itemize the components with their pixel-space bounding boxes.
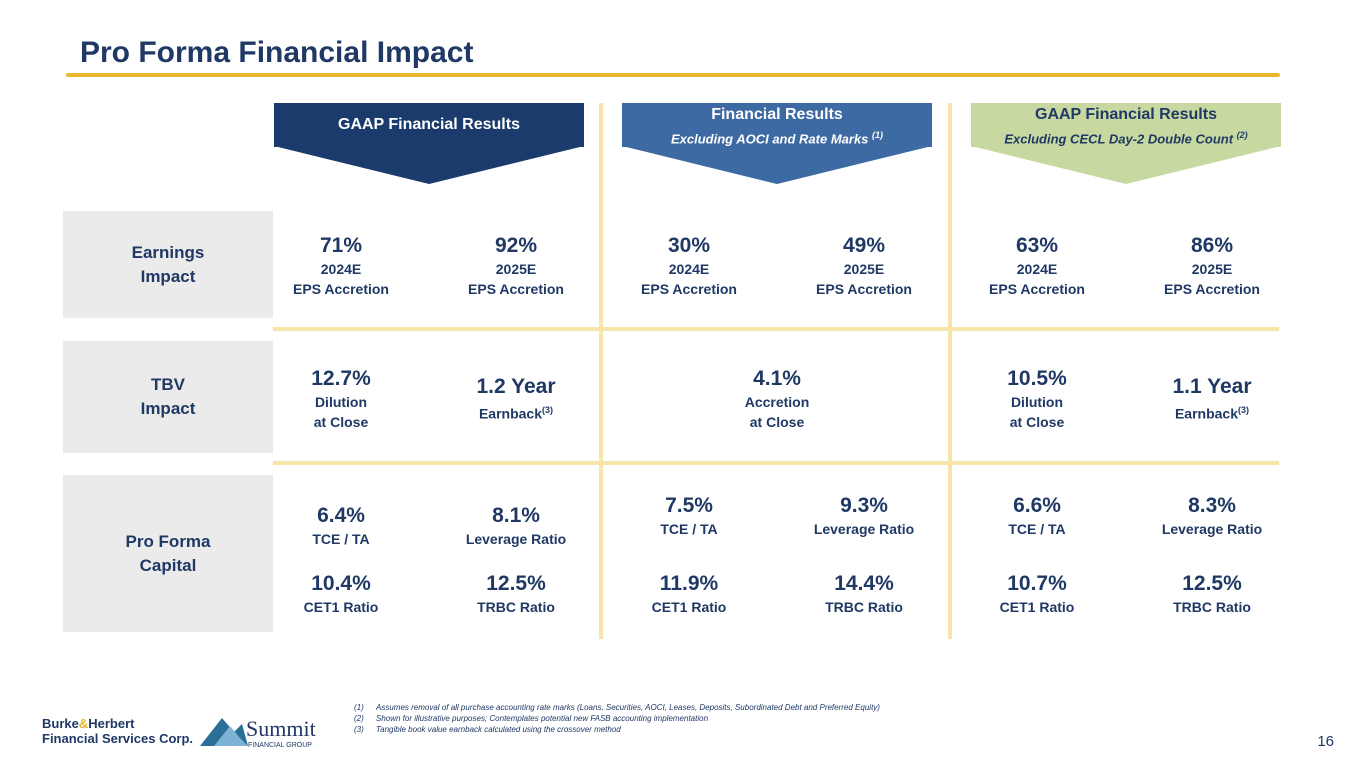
banner-ex-aoci-arrow	[622, 146, 932, 184]
footnote-ref: (3)	[542, 405, 554, 415]
column-divider	[948, 103, 952, 639]
banner-gaap-label: GAAP Financial Results	[338, 116, 520, 133]
capital-metric: 9.3% Leverage Ratio	[813, 494, 915, 537]
tbv-metric: 1.1 Year Earnback(3)	[1172, 375, 1252, 422]
earnings-metric: 49% 2025E EPS Accretion	[816, 234, 912, 297]
earnings-metric: 71% 2024E EPS Accretion	[293, 234, 389, 297]
row-label-tbv: TBV Impact	[63, 341, 273, 453]
footnote: (1) Assumes removal of all purchase accou…	[354, 703, 880, 712]
capital-metric: 10.4% CET1 Ratio	[303, 572, 379, 615]
footnote-ref: (2)	[1236, 130, 1248, 140]
footnote: (3) Tangible book value earnback calculat…	[354, 725, 621, 734]
svg-text:Summit: Summit	[246, 716, 316, 741]
capital-metric: 14.4% TRBC Ratio	[825, 572, 903, 615]
tbv-metric: 12.7% Dilution at Close	[311, 367, 371, 430]
tbv-metric: 10.5% Dilution at Close	[1007, 367, 1067, 430]
capital-metric: 12.5% TRBC Ratio	[477, 572, 555, 615]
footnotes: (1) Assumes removal of all purchase accou…	[354, 702, 880, 735]
title-underline	[66, 73, 1280, 77]
capital-metric: 8.3% Leverage Ratio	[1161, 494, 1263, 537]
banner-ex-aoci: Financial Results Excluding AOCI and Rat…	[622, 103, 932, 147]
capital-metric: 7.5% TCE / TA	[660, 494, 718, 537]
footnote: (2) Shown for illustrative purposes; Cont…	[354, 714, 709, 723]
capital-metric: 11.9% CET1 Ratio	[651, 572, 727, 615]
banner-gaap: GAAP Financial Results	[274, 103, 584, 147]
earnings-metric: 92% 2025E EPS Accretion	[468, 234, 564, 297]
footnote-ref: (3)	[1238, 405, 1250, 415]
row-label-earnings: Earnings Impact	[63, 211, 273, 318]
capital-metric: 8.1% Leverage Ratio	[465, 504, 567, 547]
banner-gaap-arrow	[274, 146, 584, 184]
banner-ex-cecl: GAAP Financial Results Excluding CECL Da…	[971, 103, 1281, 147]
row-divider	[273, 327, 1279, 331]
earnings-metric: 86% 2025E EPS Accretion	[1164, 234, 1260, 297]
burke-herbert-logo: Burke&Herbert Financial Services Corp.	[42, 716, 194, 746]
banner-ex-aoci-label: Financial Results	[711, 106, 843, 123]
capital-metric: 6.6% TCE / TA	[1008, 494, 1066, 537]
capital-metric: 6.4% TCE / TA	[312, 504, 370, 547]
capital-metric: 10.7% CET1 Ratio	[999, 572, 1075, 615]
banner-ex-cecl-sublabel: Excluding CECL Day-2 Double Count (2)	[1004, 130, 1248, 147]
row-divider	[273, 461, 1279, 465]
banner-ex-cecl-arrow	[971, 146, 1281, 184]
column-divider	[599, 103, 603, 639]
summit-logo: Summit FINANCIAL GROUP	[200, 716, 316, 749]
tbv-metric: 1.2 Year Earnback(3)	[476, 375, 556, 422]
page-title: Pro Forma Financial Impact	[80, 36, 474, 69]
earnings-metric: 63% 2024E EPS Accretion	[989, 234, 1085, 297]
capital-metric: 12.5% TRBC Ratio	[1173, 572, 1251, 615]
footnote-ref: (1)	[872, 130, 884, 140]
page-number: 16	[1317, 733, 1334, 750]
banner-ex-aoci-sublabel: Excluding AOCI and Rate Marks (1)	[670, 130, 884, 147]
earnings-metric: 30% 2024E EPS Accretion	[641, 234, 737, 297]
tbv-metric: 4.1% Accretion at Close	[744, 367, 810, 430]
svg-text:FINANCIAL GROUP: FINANCIAL GROUP	[248, 742, 312, 749]
row-label-capital: Pro Forma Capital	[63, 475, 273, 632]
banner-ex-cecl-label: GAAP Financial Results	[1035, 106, 1217, 123]
